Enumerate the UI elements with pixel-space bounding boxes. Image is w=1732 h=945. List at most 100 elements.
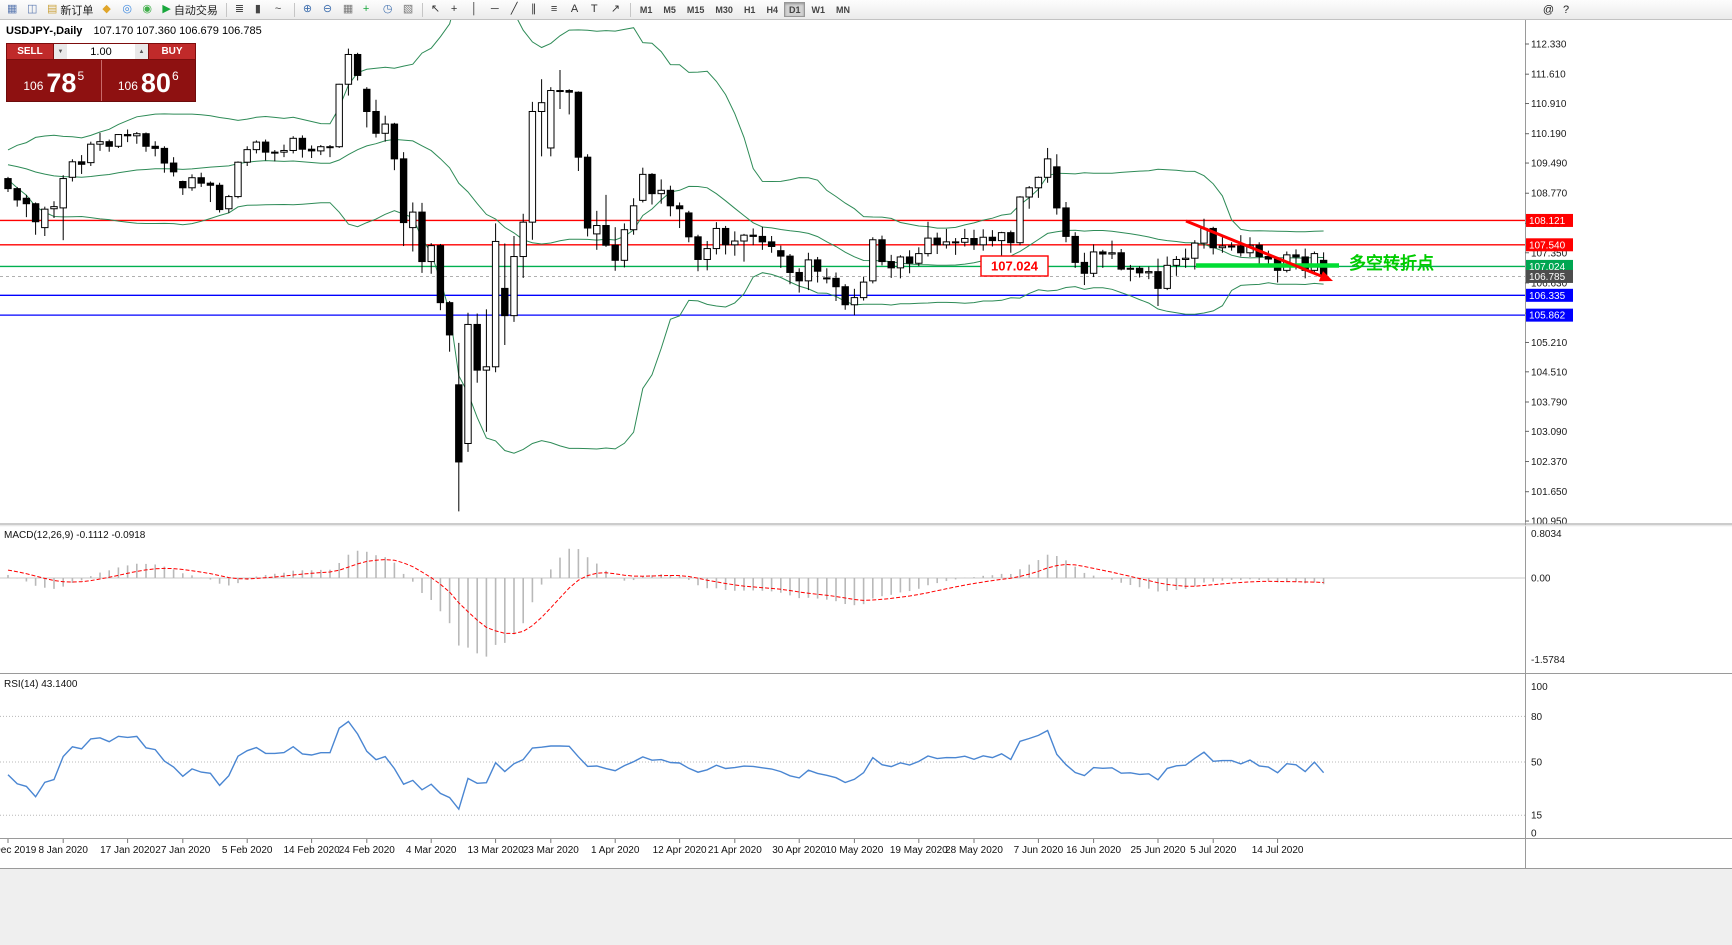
trend-arrow-head[interactable] — [1318, 271, 1333, 282]
metaquotes-icon[interactable]: ◆ — [98, 1, 117, 18]
date-label: 21 Apr 2020 — [708, 845, 762, 856]
axis-price-badge — [1526, 259, 1573, 273]
candlestick-chart-icon[interactable]: ▮ — [251, 1, 270, 18]
sell-label-button[interactable]: SELL — [6, 43, 54, 60]
fibonacci-icon[interactable]: ≡ — [547, 1, 566, 18]
timeframe-m1-button[interactable]: M1 — [635, 2, 658, 17]
buy-button[interactable]: 106 80 6 — [102, 60, 196, 101]
volume-decrease-button[interactable]: ▼ — [54, 44, 67, 59]
y-axis-tick: 101.650 — [1531, 487, 1568, 498]
date-label: 24 Feb 2020 — [339, 845, 396, 856]
toolbar: ▦ ◫ ▤ 新订单 ◆ ◎ ◉ ▶ 自动交易 ≣ ▮ ~ ⊕ ⊖ ▦ + ◷ ▧ ↖ + │ ─ ╱ ∥ ≡ A T ↗ M1 M5 M15… — [0, 0, 1732, 20]
y-axis-tick: 112.330 — [1531, 40, 1567, 51]
y-axis-tick: 108.770 — [1531, 189, 1568, 200]
timeframe-d1-button[interactable]: D1 — [783, 2, 806, 17]
price-annotation-box[interactable] — [980, 255, 1049, 277]
main-pane[interactable]: 107.024 多空转折点 — [0, 0, 1525, 512]
toolbar-separator — [225, 2, 227, 17]
label-icon[interactable]: T — [587, 1, 606, 18]
timeframe-w1-button[interactable]: W1 — [806, 2, 830, 17]
timeframe-h1-button[interactable]: H1 — [739, 2, 761, 17]
indicators-icon[interactable]: + — [359, 1, 378, 18]
bar-chart-icon[interactable]: ≣ — [231, 1, 250, 18]
price-annotation-text[interactable]: 107.024 — [991, 259, 1039, 274]
y-axis-tick: 103.090 — [1531, 427, 1568, 438]
axis-price-badge — [1526, 269, 1573, 283]
vertical-line-icon[interactable]: │ — [467, 1, 486, 18]
template-icon: ▧ — [402, 3, 414, 15]
axis-price-badge-text: 105.862 — [1529, 311, 1566, 322]
volume-increase-button[interactable]: ▲ — [135, 44, 148, 59]
date-label: 10 May 2020 — [825, 845, 883, 856]
tile-windows-icon[interactable]: ▦ — [339, 1, 358, 18]
new-chart-icon: ▦ — [7, 3, 18, 15]
timeframe-m5-button[interactable]: M5 — [658, 2, 681, 17]
axis-price-badge-text: 107.540 — [1529, 240, 1566, 251]
trendline-icon[interactable]: ╱ — [507, 1, 526, 18]
rsi-scale-tick: 100 — [1531, 682, 1548, 693]
market-icon[interactable]: ◎ — [118, 1, 137, 18]
crosshair-icon[interactable]: + — [447, 1, 466, 18]
chat-icon[interactable]: @ — [1539, 1, 1558, 18]
zoom-out-icon[interactable]: ⊖ — [319, 1, 338, 18]
y-axis-tick: 102.370 — [1531, 457, 1568, 468]
macd-pane[interactable] — [0, 548, 1525, 657]
label-icon: T — [590, 3, 598, 15]
sell-price-big: 78 — [46, 68, 77, 98]
y-axis-tick: 106.630 — [1531, 278, 1568, 289]
fibonacci-icon: ≡ — [550, 3, 558, 15]
text-icon[interactable]: A — [567, 1, 586, 18]
auto-trading-button[interactable]: ▶ 自动交易 — [158, 1, 221, 18]
timeframe-m30-button[interactable]: M30 — [710, 2, 738, 17]
template-icon[interactable]: ▧ — [399, 1, 418, 18]
channel-icon[interactable]: ∥ — [527, 1, 546, 18]
axis-price-badge — [1526, 308, 1573, 322]
rsi-scale-tick: 0 — [1531, 829, 1537, 840]
new-order-button[interactable]: ▤ 新订单 — [43, 1, 97, 18]
cursor-icon[interactable]: ↖ — [427, 1, 446, 18]
help-icon[interactable]: ? — [1559, 1, 1578, 18]
macd-scale-tick: 0.8034 — [1531, 529, 1562, 540]
timeframe-h4-button[interactable]: H4 — [761, 2, 783, 17]
date-label: 19 May 2020 — [890, 845, 948, 856]
rsi-line — [7, 720, 1325, 811]
timeframe-mn-button[interactable]: MN — [831, 2, 855, 17]
turning-point-text[interactable]: 多空转折点 — [1349, 253, 1434, 273]
rsi-scale-tick: 50 — [1531, 758, 1543, 769]
metaquotes-icon: ◆ — [102, 3, 111, 15]
arrows-icon: ↗ — [610, 3, 621, 15]
date-label: 25 Jun 2020 — [1130, 845, 1185, 856]
macd-scale-tick: 0.00 — [1531, 574, 1551, 585]
axis-price-badge-text: 106.785 — [1529, 272, 1566, 283]
sell-button[interactable]: 106 78 5 — [7, 60, 101, 101]
date-label: 8 Jan 2020 — [38, 845, 88, 856]
buy-label-button[interactable]: BUY — [148, 43, 196, 60]
market-icon: ◎ — [122, 3, 133, 15]
new-chart-icon[interactable]: ▦ — [3, 1, 22, 18]
bollinger-upper-band — [7, 20, 1324, 233]
rsi-pane[interactable] — [0, 715, 1525, 816]
toolbar-separator — [421, 2, 423, 17]
periods-icon[interactable]: ◷ — [379, 1, 398, 18]
horizontal-line-icon[interactable]: ─ — [487, 1, 506, 18]
volume-input[interactable] — [67, 44, 135, 59]
timeframe-m15-button[interactable]: M15 — [682, 2, 710, 17]
auto-trading-button: ▶ — [162, 3, 171, 15]
trend-arrow-line[interactable] — [1185, 219, 1322, 278]
signals-icon[interactable]: ◉ — [138, 1, 157, 18]
axis-price-badge-text: 106.335 — [1529, 291, 1566, 302]
profiles-icon[interactable]: ◫ — [23, 1, 42, 18]
channel-icon: ∥ — [530, 3, 537, 15]
candles-layer — [4, 48, 1328, 512]
y-axis-tick: 103.790 — [1531, 397, 1568, 408]
line-chart-icon: ~ — [274, 3, 282, 15]
line-chart-icon[interactable]: ~ — [271, 1, 290, 18]
arrows-icon[interactable]: ↗ — [607, 1, 626, 18]
date-label: 1 Apr 2020 — [591, 845, 640, 856]
zoom-in-icon[interactable]: ⊕ — [299, 1, 318, 18]
date-label: 14 Feb 2020 — [284, 845, 341, 856]
y-axis-tick: 110.910 — [1531, 99, 1567, 110]
buy-price-big: 80 — [140, 68, 171, 98]
